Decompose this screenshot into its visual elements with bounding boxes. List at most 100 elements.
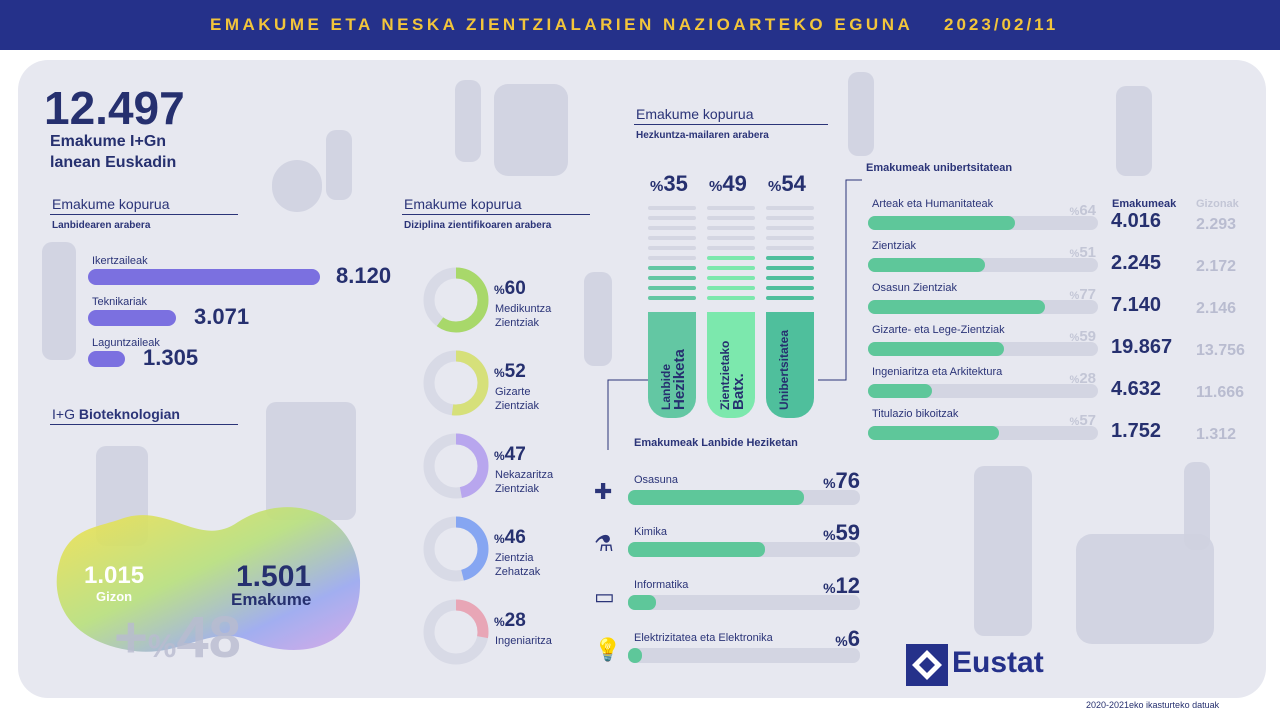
occupation-label: Laguntzaileak	[92, 337, 160, 349]
education-title: Emakume kopurua	[636, 106, 754, 122]
university-label: Gizarte- eta Lege-Zientziak	[872, 324, 1005, 336]
header-title: EMAKUME ETA NESKA ZIENTZIALARIEN NAZIOAR…	[210, 15, 914, 34]
donut-slice	[423, 516, 489, 582]
microscope-figure-icon	[266, 402, 356, 520]
university-fill	[868, 300, 1046, 314]
education-stripe	[648, 286, 696, 290]
education-stripe	[707, 276, 755, 280]
education-stripe	[648, 206, 696, 210]
education-stripe	[648, 246, 696, 250]
education-stripe	[766, 246, 814, 250]
centrifuge-icon	[494, 84, 568, 176]
eustat-logo-text: Eustat	[952, 646, 1044, 679]
education-tube	[766, 312, 814, 418]
biotech-women-value: 1.501	[236, 560, 312, 593]
vocational-title: Emakumeak Lanbide Heziketan	[634, 437, 798, 449]
biotech-title: I+G Bioteknologian	[52, 406, 180, 422]
university-label: Osasun Zientziak	[872, 282, 957, 294]
donut-label-2: Zientziak	[495, 483, 540, 495]
biotech-men-label: Gizon	[96, 589, 133, 604]
university-percent: %77	[1069, 286, 1096, 303]
education-stripe	[766, 256, 814, 260]
university-label: Arteak eta Humanitateak	[872, 198, 994, 210]
donut-slice	[423, 433, 489, 499]
university-women-value: 2.245	[1111, 252, 1162, 274]
vocational-label: Kimika	[634, 526, 668, 538]
vocational-track	[628, 648, 860, 663]
university-label: Zientziak	[872, 240, 917, 252]
biotech-diff: +%48	[114, 605, 241, 670]
education-stripe	[707, 226, 755, 230]
occupation-bar	[88, 351, 125, 367]
occupation-bar	[88, 310, 176, 326]
student-figure-icon	[848, 72, 874, 156]
header-bar	[0, 0, 1280, 50]
education-percent: %35	[650, 171, 688, 196]
vocational-fill	[628, 595, 656, 610]
university-percent: %59	[1069, 328, 1096, 345]
vocational-label: Informatika	[634, 579, 689, 591]
education-stripe	[648, 236, 696, 240]
university-track	[868, 216, 1098, 230]
education-label: Lanbide Heziketa	[659, 349, 688, 410]
education-label: Unibertsitatea	[777, 329, 791, 410]
education-percent: %49	[709, 171, 747, 196]
vocational-track	[628, 595, 860, 610]
university-men-value: 2.172	[1196, 258, 1237, 275]
education-stripe	[707, 266, 755, 270]
discipline-rule	[402, 214, 590, 215]
university-col-women: Emakumeak	[1112, 198, 1177, 210]
education-stripe	[648, 266, 696, 270]
donut-percent: %46	[494, 527, 526, 548]
total-line1: Emakume I+Gn	[50, 133, 167, 150]
university-men-value: 13.756	[1196, 342, 1245, 359]
university-col-men: Gizonak	[1196, 198, 1239, 210]
university-label: Titulazio bikoitzak	[872, 408, 959, 420]
donut-label-1: Zientzia	[495, 552, 534, 564]
vocational-label: Elektrizitatea eta Elektronika	[634, 632, 773, 644]
donut-percent: %47	[494, 444, 526, 465]
education-percent: %54	[768, 171, 806, 196]
university-label: Ingeniaritza eta Arkitektura	[872, 366, 1003, 378]
education-stripe	[648, 296, 696, 300]
donut-slice	[423, 267, 489, 333]
education-tube	[707, 312, 755, 418]
vocational-percent: %59	[823, 520, 860, 545]
connector-lines	[607, 179, 862, 450]
university-fill	[868, 384, 933, 398]
vocational-track	[628, 542, 860, 557]
student-backpack-figure-icon	[1116, 86, 1152, 176]
occupation-value: 3.071	[194, 304, 250, 329]
vocational-percent: %6	[835, 626, 860, 651]
donut-label-1: Ingeniaritza	[495, 635, 552, 647]
university-track	[868, 384, 1098, 398]
education-stripe	[766, 236, 814, 240]
bulb-icon: 💡	[594, 637, 622, 662]
university-women-value: 1.752	[1111, 420, 1162, 442]
biotech-men-value: 1.015	[84, 562, 145, 589]
donut-chart	[423, 433, 489, 499]
total-value: 12.497	[44, 82, 185, 134]
vocational-fill	[628, 542, 765, 557]
occupation-rule	[50, 214, 238, 215]
vocational-fill	[628, 490, 805, 505]
header-date: 2023/02/11	[944, 15, 1059, 34]
university-women-value: 4.632	[1111, 378, 1162, 400]
education-stripe	[648, 226, 696, 230]
donut-chart	[423, 267, 489, 333]
university-men-value: 2.146	[1196, 300, 1237, 317]
education-stripe	[707, 206, 755, 210]
education-stripe	[766, 226, 814, 230]
education-stripe	[707, 256, 755, 260]
donut-label-2: Zientziak	[495, 317, 540, 329]
donut-slice	[423, 350, 489, 416]
education-stripe	[707, 236, 755, 240]
education-stripe	[648, 216, 696, 220]
donut-label-1: Nekazaritza	[495, 469, 554, 481]
university-title: Emakumeak unibertsitatean	[866, 162, 1013, 174]
university-women-value: 7.140	[1111, 294, 1162, 316]
university-men-value: 1.312	[1196, 426, 1237, 443]
occupation-label: Teknikariak	[92, 296, 148, 308]
lab-worker-figure-icon	[455, 80, 481, 162]
university-men-value: 11.666	[1196, 384, 1245, 401]
